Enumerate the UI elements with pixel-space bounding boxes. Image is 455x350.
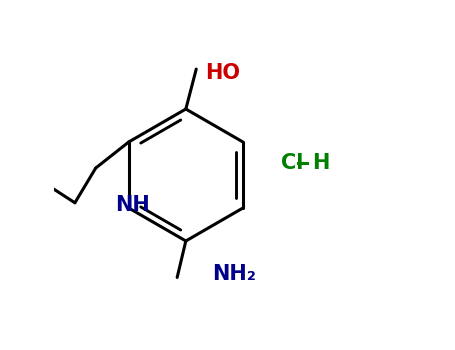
- Text: HO: HO: [205, 63, 240, 83]
- Text: NH₂: NH₂: [212, 264, 256, 284]
- Text: Cl: Cl: [281, 153, 303, 173]
- Text: NH: NH: [115, 195, 149, 215]
- Text: H: H: [313, 153, 330, 173]
